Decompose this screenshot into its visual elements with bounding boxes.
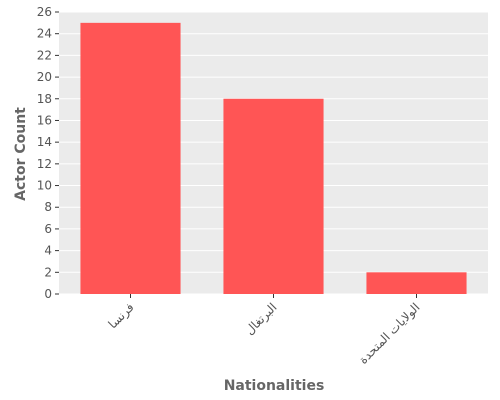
y-tick-label: 0 (44, 287, 52, 301)
y-tick-label: 22 (37, 48, 52, 62)
y-tick-label: 6 (44, 222, 52, 236)
y-tick-label: 10 (37, 179, 52, 193)
y-tick-label: 4 (44, 244, 52, 258)
y-tick-label: 18 (37, 92, 52, 106)
x-tick-label: فرنسا (105, 300, 137, 332)
x-axis-ticks: فرنسا البرتغال الولايات المتحدة (105, 294, 423, 367)
bars (80, 22, 467, 295)
x-tick-label: الولايات المتحدة (356, 300, 423, 367)
y-axis-title: Actor Count (13, 107, 29, 201)
bar (80, 22, 181, 294)
y-tick-label: 26 (37, 5, 52, 19)
y-tick-label: 24 (37, 27, 52, 41)
y-tick-label: 14 (37, 135, 52, 149)
bar (366, 272, 467, 294)
y-tick-label: 2 (44, 265, 52, 279)
y-tick-label: 20 (37, 70, 52, 84)
y-tick-label: 12 (37, 157, 52, 171)
y-tick-label: 16 (37, 113, 52, 127)
y-tick-label: 8 (44, 200, 52, 214)
x-tick-label: البرتغال (242, 300, 280, 338)
x-axis-title: Nationalities (224, 378, 325, 394)
bar (223, 98, 324, 295)
